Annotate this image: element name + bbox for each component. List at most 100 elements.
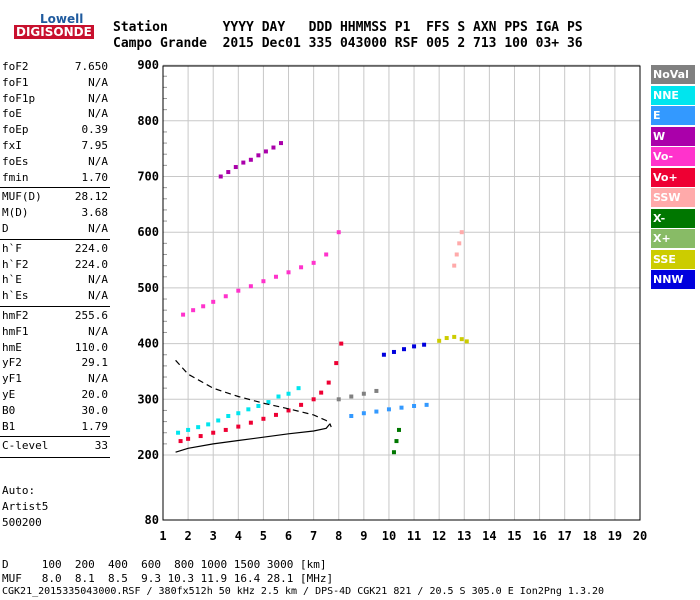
- parameter-separator: [0, 187, 110, 189]
- trace-point: [361, 411, 366, 416]
- trace-point: [236, 411, 241, 416]
- parameter-name: h`F: [2, 241, 22, 255]
- legend-item-ssw: SSW: [651, 188, 695, 207]
- parameter-value: 7.95: [81, 139, 109, 152]
- footer-distance-row: D 100 200 400 600 800 1000 1500 3000 [km…: [2, 558, 327, 571]
- logo-digisonde: DIGISONDE: [14, 25, 94, 39]
- auto-artist: Artist5: [2, 500, 49, 513]
- x-tick-label: 3: [210, 529, 217, 543]
- y-tick-label: 900: [137, 58, 159, 72]
- x-tick-label: 20: [633, 529, 647, 543]
- trace-nnw: [381, 342, 427, 357]
- trace-point: [311, 260, 316, 265]
- parameter-name: foEs: [2, 154, 29, 168]
- parameter-row-fxi: fxI 7.95: [2, 139, 108, 153]
- trace-point: [223, 427, 228, 432]
- parameter-value: 20.0: [81, 388, 109, 401]
- profile-line-solid: [175, 423, 331, 453]
- trace-ssw: [452, 230, 464, 268]
- parameter-row-fmin: fmin 1.70: [2, 171, 108, 185]
- parameter-value: 224.0: [74, 257, 108, 271]
- plot-frame: [162, 65, 641, 521]
- parameter-value: N/A: [88, 273, 108, 287]
- parameter-value: N/A: [88, 289, 108, 303]
- trace-point: [263, 149, 268, 154]
- trace-point: [412, 403, 417, 408]
- trace-point: [186, 436, 191, 441]
- trace-point: [402, 347, 407, 352]
- trace-point: [374, 409, 379, 414]
- trace-point: [394, 439, 399, 444]
- footer-muf-row: MUF 8.0 8.1 8.5 9.3 10.3 11.9 16.4 28.1 …: [2, 572, 334, 585]
- trace-point: [386, 407, 391, 412]
- parameter-panel: foF2 7.650 foF1 N/A foF1p N/A foE N/A foEp 0.39 fx…: [0, 56, 112, 536]
- parameter-row-b1: B1 1.79: [2, 420, 108, 434]
- parameter-row-he: h`E N/A: [2, 273, 108, 287]
- parameter-value: 29.1: [81, 356, 109, 370]
- parameter-name: B0: [2, 403, 16, 417]
- profile-line-dashed: [175, 359, 332, 428]
- y-tick-label: 400: [137, 337, 159, 351]
- x-tick-label: 17: [557, 529, 571, 543]
- legend-item-nne: NNE: [651, 85, 695, 105]
- trace-point: [226, 170, 231, 175]
- x-tick-label: 14: [482, 529, 496, 543]
- parameter-name: fmin: [2, 170, 29, 184]
- parameter-separator: [0, 457, 110, 459]
- parameter-row-hf: h`F 224.0: [2, 242, 108, 256]
- parameter-name: foF1p: [2, 91, 36, 105]
- trace-point: [336, 230, 341, 235]
- parameter-separator: [0, 238, 110, 240]
- trace-point: [236, 424, 241, 429]
- x-tick-label: 13: [457, 529, 471, 543]
- trace-point: [191, 308, 196, 313]
- parameter-row-hme: hmE 110.0: [2, 341, 108, 355]
- parameter-value: N/A: [88, 91, 108, 105]
- trace-point: [218, 174, 223, 179]
- parameter-name: fxI: [2, 139, 22, 152]
- trace-point: [271, 145, 276, 150]
- trace-point: [233, 165, 238, 170]
- trace-w: [218, 141, 283, 179]
- trace-point: [437, 338, 442, 343]
- trace-point: [422, 342, 427, 347]
- trace-point: [198, 434, 203, 439]
- trace-point: [286, 270, 291, 275]
- parameter-value: 28.12: [74, 190, 108, 204]
- legend-item-noval: NoVal: [651, 65, 695, 84]
- y-tick-label: 500: [137, 281, 159, 295]
- trace-point: [261, 416, 266, 421]
- trace-point: [296, 386, 301, 391]
- parameter-row-b0: B0 30.0: [2, 404, 108, 418]
- x-tick-label: 19: [608, 529, 622, 543]
- legend-item-e: E: [651, 106, 695, 125]
- trace-point: [178, 439, 183, 444]
- parameter-row-yf1: yF1 N/A: [2, 372, 108, 386]
- x-tick-label: 15: [507, 529, 521, 543]
- trace-point: [319, 390, 324, 395]
- parameter-name: h`E: [2, 273, 22, 287]
- parameter-name: hmF1: [2, 324, 29, 338]
- trace-point: [248, 284, 253, 289]
- trace-point: [452, 263, 457, 268]
- parameter-row-hes: h`Es N/A: [2, 289, 108, 303]
- parameter-name: h`F2: [2, 257, 29, 271]
- parameter-name: D: [2, 222, 9, 235]
- trace-point: [361, 391, 366, 396]
- parameter-value: 110.0: [74, 340, 108, 354]
- trace-point: [181, 312, 186, 317]
- parameter-separator: [0, 306, 110, 307]
- parameter-row-fof2: foF2 7.650: [2, 60, 108, 74]
- trace-point: [223, 294, 228, 299]
- parameter-name: hmF2: [2, 309, 29, 322]
- parameter-name: yF2: [2, 356, 22, 370]
- trace-point: [334, 361, 339, 366]
- trace-point: [452, 334, 457, 339]
- parameter-value: N/A: [88, 107, 108, 121]
- parameter-value: N/A: [88, 372, 108, 386]
- trace-point: [459, 230, 464, 235]
- legend-item-sse: SSE: [651, 249, 695, 269]
- trace-point: [176, 430, 181, 435]
- trace-x: [391, 427, 401, 455]
- x-tick-label: 1: [159, 529, 166, 543]
